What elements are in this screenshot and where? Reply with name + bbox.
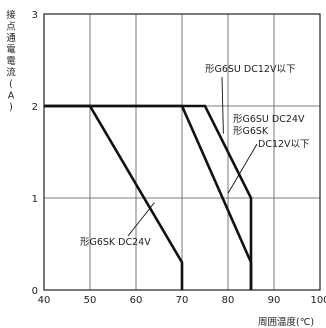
- y-axis-label-char: 通: [6, 33, 16, 44]
- y-tick-labels: 0 1 2 3: [32, 10, 38, 297]
- y-axis-label-char: A: [8, 91, 15, 102]
- y-axis-label-char: 点: [6, 22, 16, 33]
- series-lines: [44, 104, 253, 290]
- y-tick-label: 1: [32, 194, 38, 205]
- annotation-label: 形G6SK DC24V: [80, 236, 151, 248]
- x-tick-label: 100: [310, 295, 326, 306]
- y-axis-label-char: 電: [6, 56, 16, 67]
- y-tick-label: 2: [32, 102, 38, 113]
- x-axis-label: 周囲温度(℃): [258, 316, 314, 328]
- x-tick-label: 40: [38, 295, 51, 306]
- grid: [44, 14, 320, 290]
- annotation-label: DC12V以下: [258, 139, 310, 150]
- series-line: [44, 104, 253, 290]
- y-axis-label-char: 電: [6, 45, 16, 56]
- x-tick-label: 80: [222, 295, 235, 306]
- annotation-label: 形G6SU DC24V: [233, 113, 305, 125]
- annotation-leader: [127, 202, 155, 237]
- x-tick-label: 70: [176, 295, 189, 306]
- annotation-label: 形G6SU DC12V以下: [205, 63, 295, 75]
- y-axis-label-char: (: [9, 79, 13, 90]
- x-tick-labels: 40 50 60 70 80 90 100: [38, 295, 326, 306]
- y-axis-label-char: 接: [6, 9, 16, 21]
- annotation-leader: [221, 76, 224, 134]
- y-tick-label: 3: [32, 10, 38, 21]
- annotation-label: 形G6SK: [233, 125, 269, 137]
- annotation-leader: [227, 143, 258, 194]
- x-tick-label: 50: [84, 295, 97, 306]
- x-tick-label: 60: [130, 295, 143, 306]
- y-axis-label-char: 流: [6, 67, 16, 79]
- y-tick-label: 0: [32, 286, 38, 297]
- y-axis-label-char: ): [9, 102, 13, 113]
- x-tick-label: 90: [268, 295, 281, 306]
